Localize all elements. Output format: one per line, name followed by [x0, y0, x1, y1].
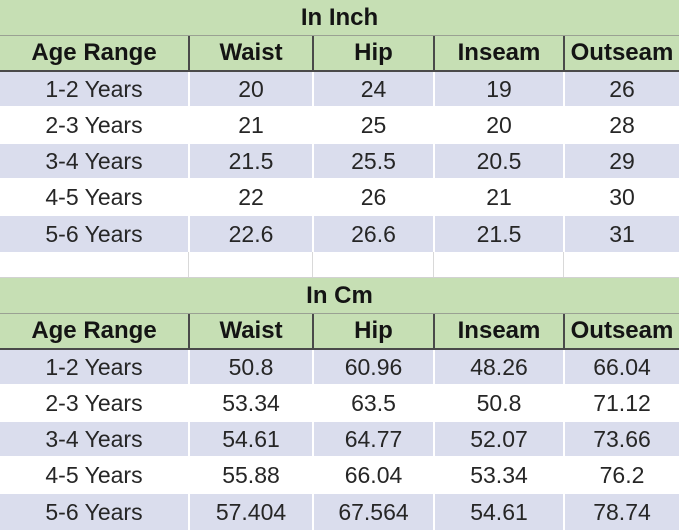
- column-header: Outseam: [563, 314, 679, 348]
- table-row: 4-5 Years 55.88 66.04 53.34 76.2: [0, 458, 679, 494]
- table-cell: 57.404: [188, 494, 312, 530]
- table-cell: 71.12: [563, 386, 679, 420]
- table-row: 5-6 Years 57.404 67.564 54.61 78.74: [0, 494, 679, 530]
- table-cell: 20.5: [433, 144, 563, 178]
- table-cell: 26: [563, 72, 679, 106]
- table-cell: 66.04: [312, 458, 433, 492]
- table-cell: 26.6: [312, 216, 433, 252]
- table-cell: 64.77: [312, 422, 433, 456]
- table-title-row: In Inch: [0, 0, 679, 36]
- table-cell: 53.34: [433, 458, 563, 492]
- table-cell: 48.26: [433, 350, 563, 384]
- table-cell: 78.74: [563, 494, 679, 530]
- column-header: Age Range: [31, 317, 157, 344]
- table-header-row: Age Range Waist Hip Inseam Outseam: [0, 36, 679, 72]
- table-cell: 21.5: [188, 144, 312, 178]
- table-cell: 21.5: [433, 216, 563, 252]
- column-header: Outseam: [563, 36, 679, 70]
- table-cell: 22: [188, 180, 312, 214]
- table-cell: 50.8: [433, 386, 563, 420]
- table-row: 1-2 Years 20 24 19 26: [0, 72, 679, 108]
- table-cell: 22.6: [188, 216, 312, 252]
- table-title-row: In Cm: [0, 278, 679, 314]
- gap-gridline: [188, 252, 189, 277]
- table-cell: 54.61: [433, 494, 563, 530]
- table-cell: 66.04: [563, 350, 679, 384]
- table-cell: 67.564: [312, 494, 433, 530]
- table-row: 2-3 Years 21 25 20 28: [0, 108, 679, 144]
- table-cell: 4-5 Years: [45, 183, 143, 210]
- table-body: 1-2 Years 50.8 60.96 48.26 66.04 2-3 Years 53.…: [0, 350, 679, 530]
- table-cell: 5-6 Years: [45, 220, 143, 247]
- table-row: 3-4 Years 54.61 64.77 52.07 73.66: [0, 422, 679, 458]
- table-cell: 24: [312, 72, 433, 106]
- table-cell: 50.8: [188, 350, 312, 384]
- table-cell: 20: [433, 108, 563, 142]
- column-header: Age Range: [31, 39, 157, 66]
- table-title: In Inch: [300, 3, 379, 31]
- table-cell: 21: [433, 180, 563, 214]
- table-row: 4-5 Years 22 26 21 30: [0, 180, 679, 216]
- table-cell: 55.88: [188, 458, 312, 492]
- table-row: 1-2 Years 50.8 60.96 48.26 66.04: [0, 350, 679, 386]
- table-cell: 52.07: [433, 422, 563, 456]
- table-cell: 53.34: [188, 386, 312, 420]
- table-cell: 29: [563, 144, 679, 178]
- table-cell: 73.66: [563, 422, 679, 456]
- table-cell: 1-2 Years: [45, 75, 143, 102]
- column-header: Inseam: [433, 314, 563, 348]
- table-row: 5-6 Years 22.6 26.6 21.5 31: [0, 216, 679, 252]
- table-cell: 25: [312, 108, 433, 142]
- table-title: In Cm: [306, 281, 373, 309]
- size-table-inch: In Inch Age Range Waist Hip Inseam Outseam 1…: [0, 0, 679, 252]
- table-cell: 25.5: [312, 144, 433, 178]
- table-cell: 28: [563, 108, 679, 142]
- table-row: 2-3 Years 53.34 63.5 50.8 71.12: [0, 386, 679, 422]
- table-cell: 30: [563, 180, 679, 214]
- column-header: Waist: [188, 36, 312, 70]
- gap-gridline: [312, 252, 313, 277]
- table-cell: 21: [188, 108, 312, 142]
- column-header: Inseam: [433, 36, 563, 70]
- table-cell: 63.5: [312, 386, 433, 420]
- table-cell: 1-2 Years: [45, 353, 143, 380]
- table-cell: 31: [563, 216, 679, 252]
- size-table-cm: In Cm Age Range Waist Hip Inseam Outseam 1-2…: [0, 278, 679, 530]
- table-cell: 3-4 Years: [45, 425, 143, 452]
- table-cell: 5-6 Years: [45, 498, 143, 525]
- gap-gridline: [563, 252, 564, 277]
- table-cell: 3-4 Years: [45, 147, 143, 174]
- column-header: Hip: [312, 36, 433, 70]
- table-gap: [0, 252, 679, 278]
- table-cell: 2-3 Years: [45, 111, 143, 138]
- table-cell: 19: [433, 72, 563, 106]
- table-header-row: Age Range Waist Hip Inseam Outseam: [0, 314, 679, 350]
- table-body: 1-2 Years 20 24 19 26 2-3 Years 21 25 20 28 3-4 Ye…: [0, 72, 679, 252]
- table-cell: 60.96: [312, 350, 433, 384]
- table-cell: 54.61: [188, 422, 312, 456]
- table-cell: 2-3 Years: [45, 389, 143, 416]
- column-header: Waist: [188, 314, 312, 348]
- gap-gridline: [433, 252, 434, 277]
- table-cell: 26: [312, 180, 433, 214]
- table-row: 3-4 Years 21.5 25.5 20.5 29: [0, 144, 679, 180]
- column-header: Hip: [312, 314, 433, 348]
- table-cell: 20: [188, 72, 312, 106]
- table-cell: 76.2: [563, 458, 679, 492]
- table-cell: 4-5 Years: [45, 461, 143, 488]
